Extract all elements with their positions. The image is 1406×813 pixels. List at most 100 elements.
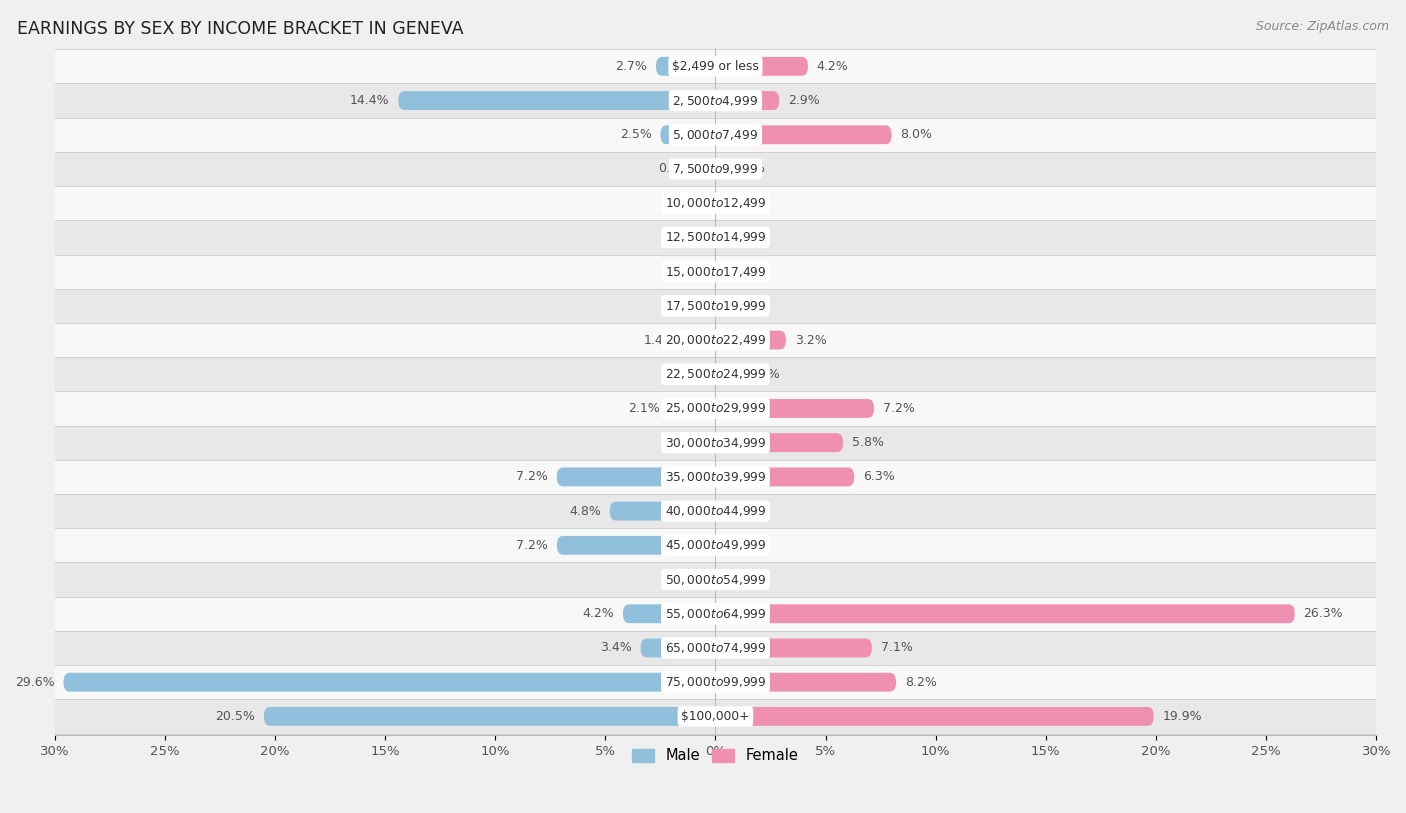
FancyBboxPatch shape (707, 297, 716, 315)
FancyBboxPatch shape (716, 502, 724, 520)
FancyBboxPatch shape (716, 193, 724, 213)
FancyBboxPatch shape (716, 159, 724, 178)
Bar (55, 494, 1376, 528)
Text: 0.0%: 0.0% (666, 197, 697, 210)
Text: 0.0%: 0.0% (733, 505, 765, 518)
Bar (55, 528, 1376, 563)
Bar (55, 118, 1376, 152)
Text: 6.3%: 6.3% (863, 471, 894, 484)
Text: 0.0%: 0.0% (733, 231, 765, 244)
Text: $2,500 to $4,999: $2,500 to $4,999 (672, 93, 758, 107)
Bar (55, 699, 1376, 733)
Text: 0.0%: 0.0% (733, 197, 765, 210)
Bar (55, 323, 1376, 357)
Text: 0.0%: 0.0% (733, 573, 765, 586)
FancyBboxPatch shape (716, 125, 891, 144)
Text: 0.0%: 0.0% (666, 265, 697, 278)
FancyBboxPatch shape (707, 570, 716, 589)
Text: 0.0%: 0.0% (666, 573, 697, 586)
Text: 0.0%: 0.0% (733, 163, 765, 176)
Text: 29.6%: 29.6% (15, 676, 55, 689)
FancyBboxPatch shape (716, 570, 724, 589)
Text: $100,000+: $100,000+ (682, 710, 749, 723)
Text: $7,500 to $9,999: $7,500 to $9,999 (672, 162, 758, 176)
FancyBboxPatch shape (716, 707, 1154, 726)
FancyBboxPatch shape (623, 604, 716, 623)
FancyBboxPatch shape (716, 433, 844, 452)
FancyBboxPatch shape (398, 91, 716, 110)
Text: 0.0%: 0.0% (733, 539, 765, 552)
Bar (55, 186, 1376, 220)
Text: $17,500 to $19,999: $17,500 to $19,999 (665, 299, 766, 313)
Text: $20,000 to $22,499: $20,000 to $22,499 (665, 333, 766, 347)
Text: $35,000 to $39,999: $35,000 to $39,999 (665, 470, 766, 484)
Bar (55, 84, 1376, 118)
Text: EARNINGS BY SEX BY INCOME BRACKET IN GENEVA: EARNINGS BY SEX BY INCOME BRACKET IN GEN… (17, 20, 464, 38)
Bar (55, 665, 1376, 699)
Text: $75,000 to $99,999: $75,000 to $99,999 (665, 675, 766, 689)
Text: 0.0%: 0.0% (666, 231, 697, 244)
Text: 7.2%: 7.2% (516, 471, 548, 484)
Text: 0.0%: 0.0% (666, 437, 697, 450)
Text: 8.0%: 8.0% (900, 128, 932, 141)
Text: 2.5%: 2.5% (620, 128, 651, 141)
Bar (55, 289, 1376, 323)
FancyBboxPatch shape (716, 57, 808, 76)
FancyBboxPatch shape (716, 263, 724, 281)
Legend: Male, Female: Male, Female (627, 742, 804, 769)
FancyBboxPatch shape (641, 638, 716, 658)
Bar (55, 254, 1376, 289)
FancyBboxPatch shape (716, 399, 875, 418)
Text: 4.2%: 4.2% (582, 607, 614, 620)
FancyBboxPatch shape (716, 228, 724, 247)
FancyBboxPatch shape (716, 673, 896, 692)
Text: 3.2%: 3.2% (794, 333, 827, 346)
FancyBboxPatch shape (707, 193, 716, 213)
Bar (55, 425, 1376, 460)
Text: 2.1%: 2.1% (628, 402, 661, 415)
FancyBboxPatch shape (716, 331, 786, 350)
FancyBboxPatch shape (557, 467, 716, 486)
Text: 8.2%: 8.2% (905, 676, 936, 689)
FancyBboxPatch shape (716, 638, 872, 658)
Text: 7.2%: 7.2% (516, 539, 548, 552)
Bar (55, 152, 1376, 186)
FancyBboxPatch shape (716, 467, 855, 486)
Text: $5,000 to $7,499: $5,000 to $7,499 (672, 128, 758, 141)
Bar (55, 597, 1376, 631)
Text: 0.0%: 0.0% (666, 299, 697, 312)
Bar (55, 50, 1376, 84)
FancyBboxPatch shape (657, 57, 716, 76)
Text: 2.7%: 2.7% (616, 60, 647, 73)
FancyBboxPatch shape (716, 365, 740, 384)
FancyBboxPatch shape (716, 536, 724, 554)
Text: 3.4%: 3.4% (600, 641, 631, 654)
Text: 7.2%: 7.2% (883, 402, 915, 415)
Bar (55, 563, 1376, 597)
FancyBboxPatch shape (716, 604, 1295, 623)
FancyBboxPatch shape (707, 159, 716, 178)
FancyBboxPatch shape (63, 673, 716, 692)
Text: $22,500 to $24,999: $22,500 to $24,999 (665, 367, 766, 381)
Text: $10,000 to $12,499: $10,000 to $12,499 (665, 196, 766, 211)
Text: $55,000 to $64,999: $55,000 to $64,999 (665, 606, 766, 621)
Text: 0.15%: 0.15% (658, 163, 697, 176)
Text: 4.2%: 4.2% (817, 60, 848, 73)
Text: $15,000 to $17,499: $15,000 to $17,499 (665, 264, 766, 279)
FancyBboxPatch shape (716, 297, 724, 315)
FancyBboxPatch shape (707, 365, 716, 384)
Bar (55, 357, 1376, 391)
FancyBboxPatch shape (707, 433, 716, 452)
Text: 0.0%: 0.0% (733, 265, 765, 278)
FancyBboxPatch shape (707, 263, 716, 281)
Bar (55, 391, 1376, 425)
Text: 20.5%: 20.5% (215, 710, 254, 723)
FancyBboxPatch shape (557, 536, 716, 554)
Text: Source: ZipAtlas.com: Source: ZipAtlas.com (1256, 20, 1389, 33)
FancyBboxPatch shape (264, 707, 716, 726)
Bar (55, 631, 1376, 665)
FancyBboxPatch shape (716, 91, 779, 110)
Text: 5.8%: 5.8% (852, 437, 884, 450)
Text: $25,000 to $29,999: $25,000 to $29,999 (665, 402, 766, 415)
Text: 19.9%: 19.9% (1163, 710, 1202, 723)
